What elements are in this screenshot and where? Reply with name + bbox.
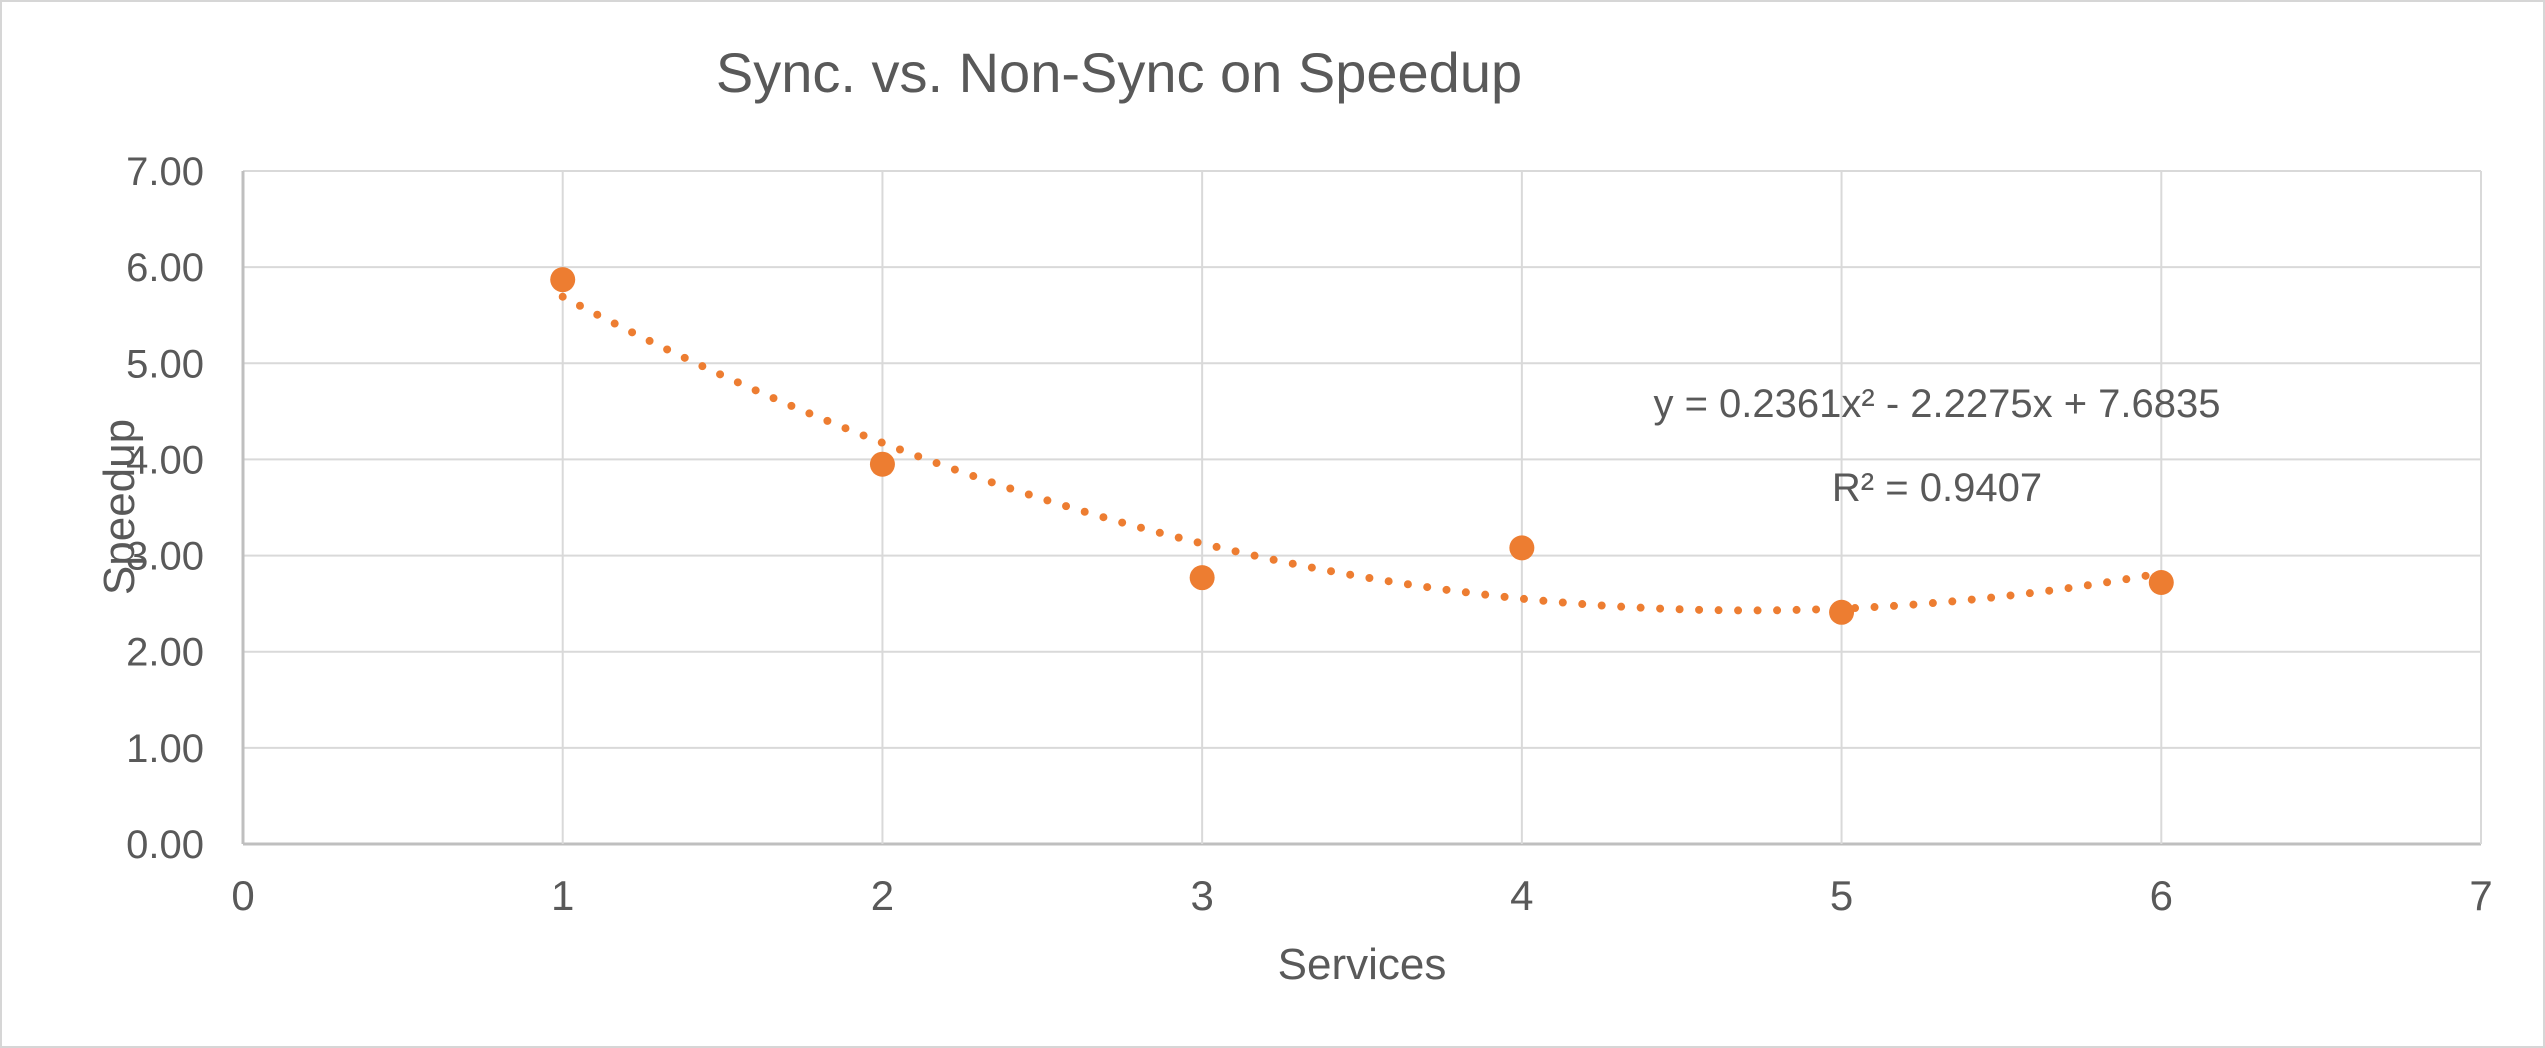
x-tick-label: 6 [2150, 872, 2173, 919]
chart-title: Sync. vs. Non-Sync on Speedup [715, 41, 1523, 104]
x-tick-label: 3 [1190, 872, 1213, 919]
x-tick-label: 4 [1510, 872, 1533, 919]
x-tick-label: 1 [551, 872, 574, 919]
x-axis-title: Services [1277, 940, 1447, 989]
y-tick-label: 7.00 [126, 150, 204, 194]
data-point-marker [1509, 535, 1535, 561]
y-tick-label: 4.00 [126, 438, 204, 482]
y-tick-label: 0.00 [126, 823, 204, 867]
x-tick-label: 0 [231, 872, 254, 919]
y-tick-label: 6.00 [126, 246, 204, 290]
x-tick-label: 7 [2469, 872, 2492, 919]
data-point-marker [550, 267, 576, 293]
trendline-dotted [558, 292, 2166, 615]
y-tick-label: 3.00 [126, 535, 204, 579]
trendline-equation: y = 0.2361x² - 2.2275x + 7.6835 R² = 0.9… [1437, 362, 2437, 530]
data-point-marker [1829, 599, 1855, 625]
x-tick-label: 5 [1830, 872, 1853, 919]
x-tick-label: 2 [871, 872, 894, 919]
y-tick-label: 1.00 [126, 727, 204, 771]
y-tick-label: 2.00 [126, 631, 204, 675]
data-point-marker [2148, 569, 2174, 595]
trendline-equation-line: y = 0.2361x² - 2.2275x + 7.6835 [1653, 382, 2221, 426]
y-tick-label: 5.00 [126, 342, 204, 386]
data-point-marker [869, 451, 895, 477]
y-axis-title: Speedup [95, 418, 144, 596]
trendline-r-squared: R² = 0.9407 [1831, 466, 2043, 510]
data-point-marker [1189, 565, 1215, 591]
